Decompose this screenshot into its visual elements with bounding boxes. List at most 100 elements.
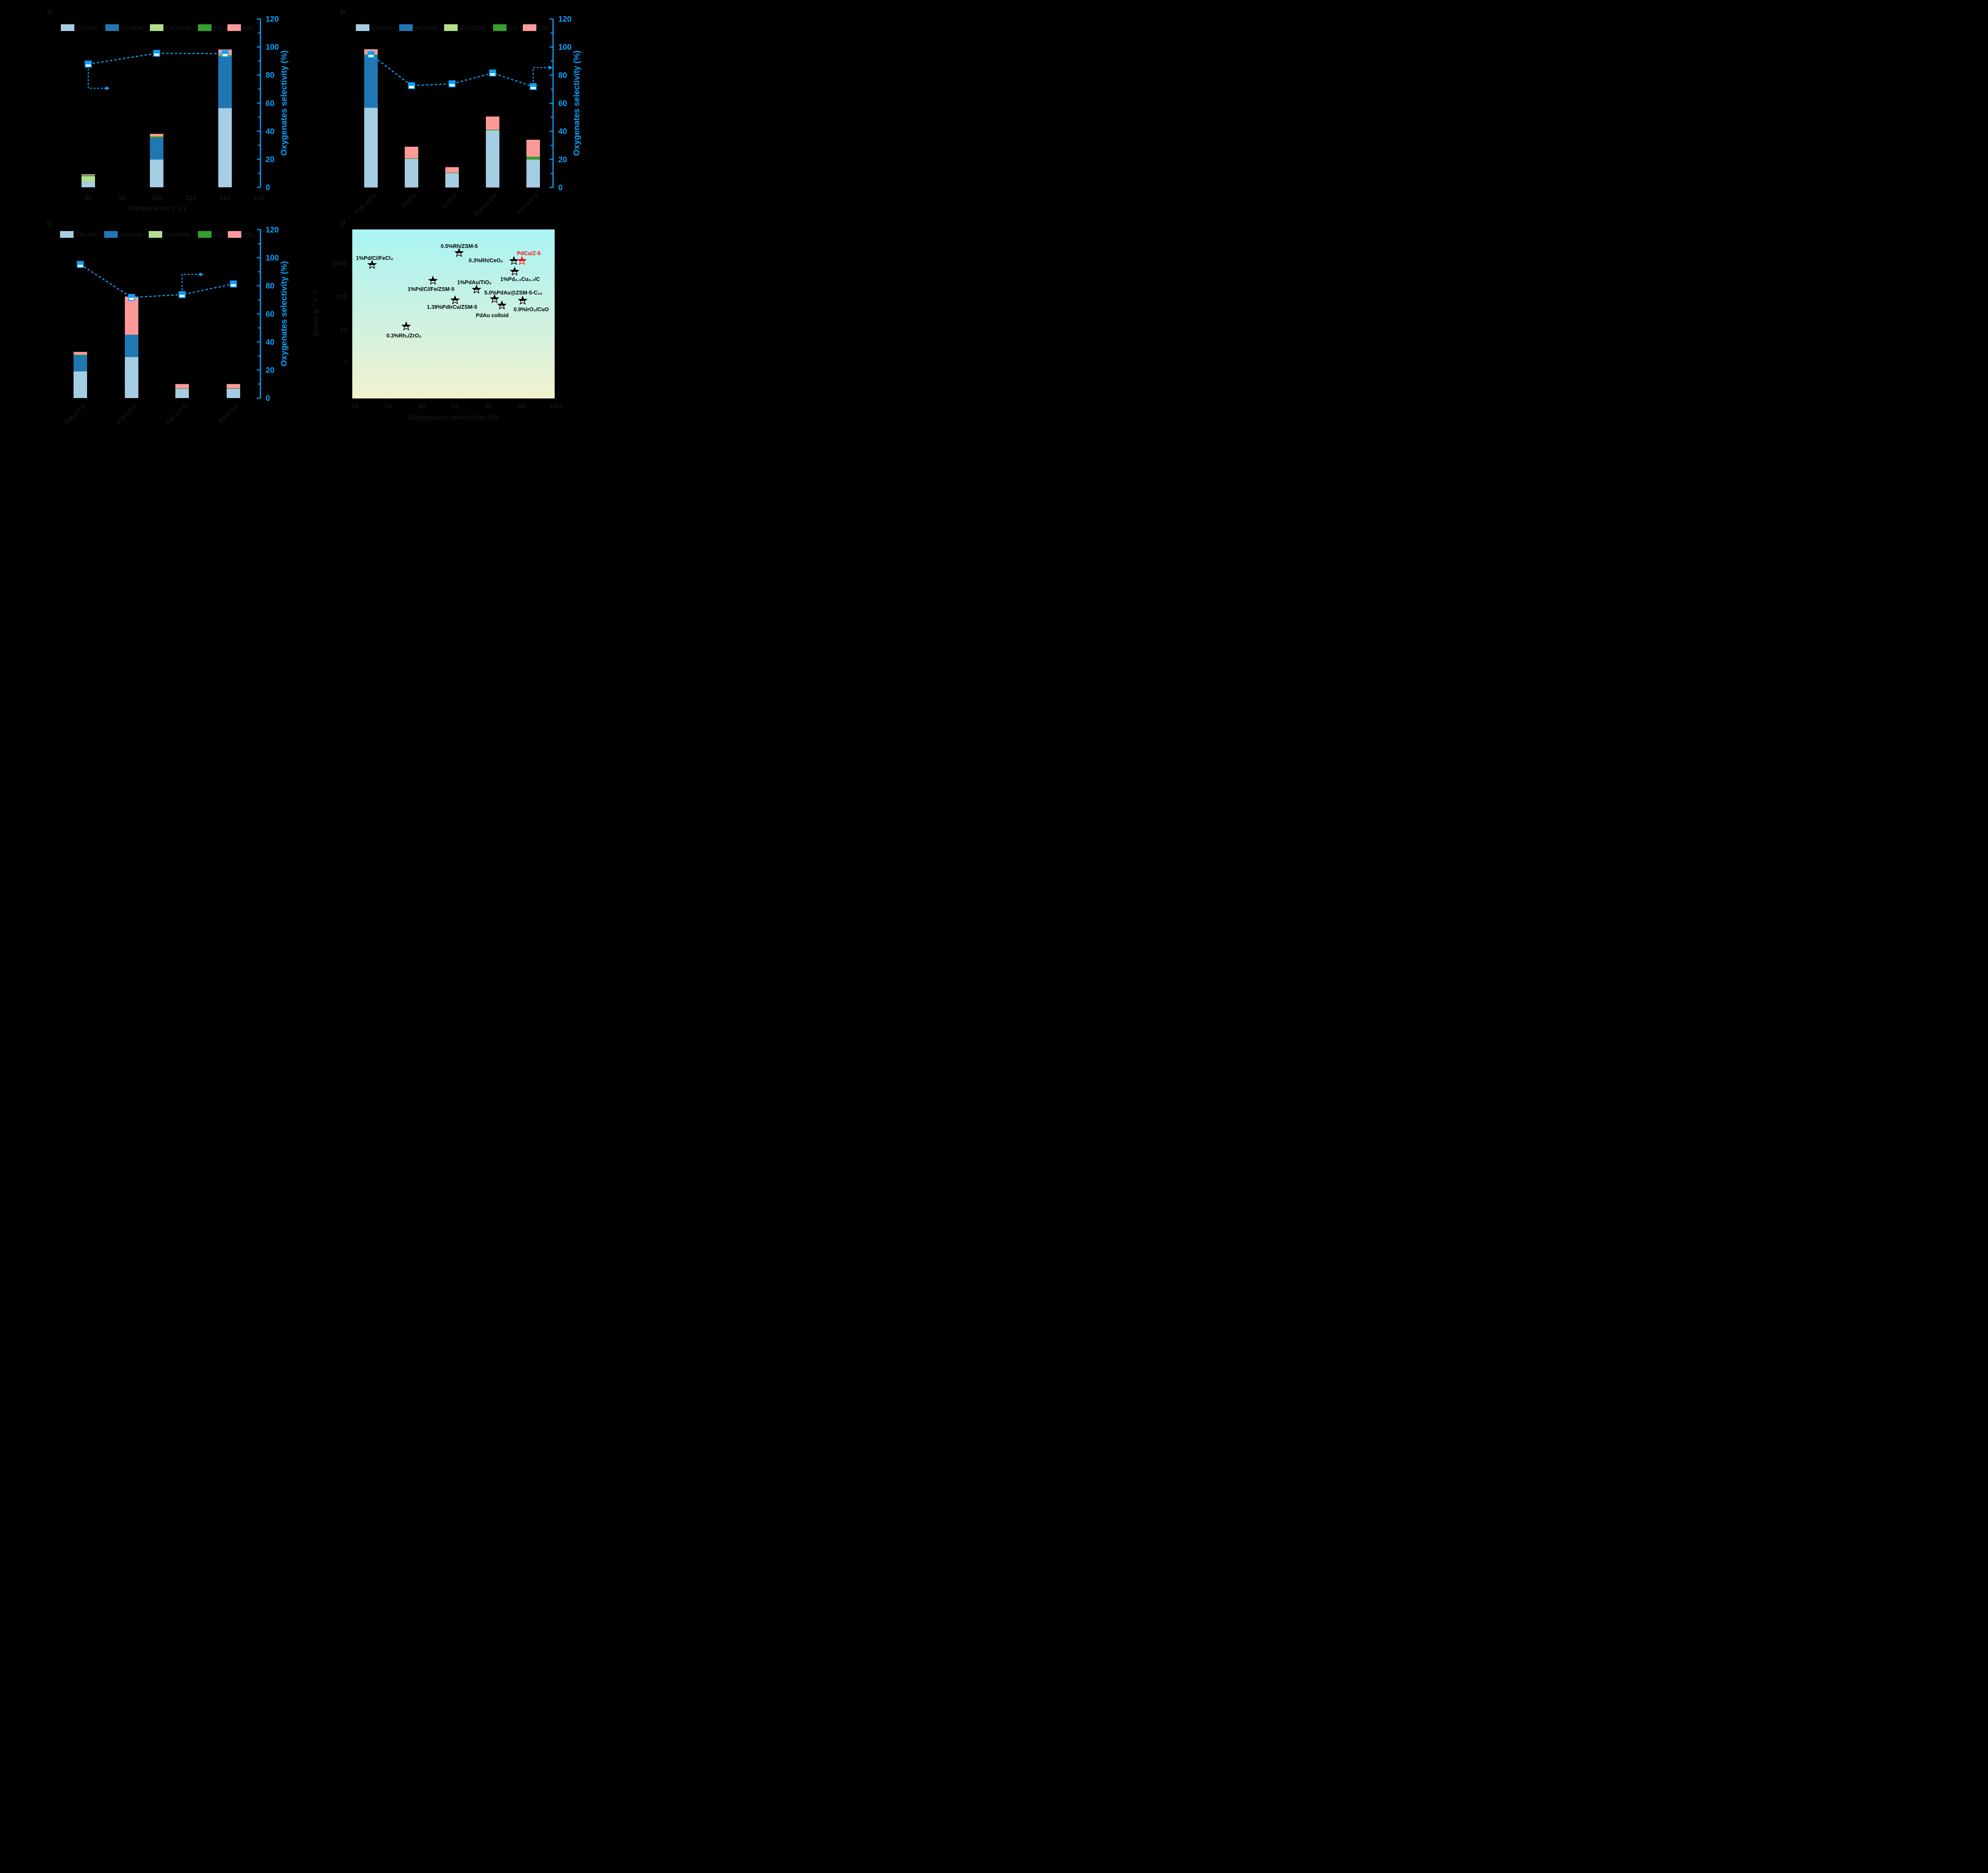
right-axis-tick-label: 80 [266,282,274,291]
line-marker-border [408,82,415,89]
line-marker-border [489,69,496,77]
right-axis-tick-label: 120 [266,15,279,24]
star-marker-fill [511,267,519,272]
right-axis-title: Oxygenates selectivity (%) [280,261,289,367]
right-axis-title: Oxygenates selectivity (%) [280,51,289,156]
bar-segment-HCOOH [150,138,163,160]
panel-a-xtick: 90 [118,194,126,202]
right-axis-tick-label: 20 [266,366,274,375]
star-marker-fill [518,256,526,261]
star-marker-fill [518,296,527,301]
legend-swatch-5 [523,24,536,31]
star-marker-fill [490,295,499,299]
panel-letter-b: b [340,7,346,16]
legend-label: CO [214,231,223,238]
bar-segment-CH₃OH [74,371,87,398]
bar-segment-HCOOH [218,56,232,108]
star-marker-fill [451,296,459,301]
panel-letter-a: a [47,7,52,16]
panel-d-yaxis-label: (mmol g⁻¹ h⁻¹) [312,290,319,337]
scatter-point-label: 0.5%Rh/ZSM-5 [441,243,478,249]
right-axis-tick-label: 40 [266,127,274,136]
panel-a-xtick: 120 [219,194,231,202]
bar-segment-CH₃OH [405,159,418,188]
panel-a-xaxis-label: Temperature (°C) [128,204,186,212]
panel-d-xaxis-label: Oxygenates selectivity (%) [408,413,499,422]
right-axis-tick-label: 80 [558,71,567,80]
legend-label: CO [509,25,518,31]
bar-segment-CH₃OOH [82,176,95,182]
star-marker-fill [429,276,437,281]
bar-segment-CO₂ [486,117,499,130]
right-axis-tick-label: 0 [558,184,563,192]
right-axis-tick-label: 120 [558,15,571,24]
bar-segment-CH₃OH [150,159,163,187]
bar-segment-CO₂ [82,174,95,175]
bar-segment-CO₂ [150,134,163,137]
bar-segment-CH₃OH [82,181,95,187]
line-marker-top [489,70,496,74]
line-marker-border [530,83,537,90]
scatter-point-label: 1%Pd/C//Fe/ZSM-5 [408,286,454,292]
bar-segment-CH₃OH [486,130,499,188]
line-marker-top [153,50,160,54]
panel-d-xtick: 75 [384,402,392,410]
line-marker-border [230,280,237,288]
scatter-point-label: 0.9%IrO₂/CuO [513,306,549,313]
axis-pointer-line [532,67,549,82]
right-axis-tick-label: 80 [266,71,274,80]
line-marker-border [153,50,160,57]
axis-pointer-line [87,68,106,89]
legend-label: CO [214,25,223,31]
legend-label: CH₃OOH [166,25,191,31]
line-marker-border [128,294,135,301]
legend-swatch-2 [105,24,119,31]
right-axis-tick-label: 20 [266,155,274,164]
panel-letter-c: c [47,218,52,227]
bar-segment-CH₃OH [364,107,378,188]
figure-canvas: 0 20 40 60 80 100 120 Oxygenates selectivity (%… [0,0,623,447]
right-axis-tick-label: 60 [266,99,274,108]
line-marker-border [77,261,84,268]
bar-segment-CO₂ [74,352,87,355]
panel-d-ytick: 10 [340,326,348,334]
legend-label: CO₂ [244,231,256,238]
panel-d-xtick: 90 [485,402,493,410]
legend-label: HCOOH [120,231,142,238]
star-marker-fill [498,301,506,306]
bar-segment-CH₃OH [175,389,189,398]
panel-a-xtick: 110 [185,194,196,202]
legend-swatch-3 [444,24,458,31]
bar-segment-CH₃OH [445,173,459,188]
scatter-point-label: PdAu colloid [476,312,509,319]
scatter-point-label: 0.3%Rh₁/ZrO₂ [386,332,422,339]
bar-segment-CO₂ [445,167,459,173]
right-axis-tick-label: 120 [266,226,279,235]
right-axis-tick-label: 60 [266,310,274,319]
axis-pointer-arrowhead [200,272,204,276]
line-marker-top [230,281,237,284]
star-marker-fill [455,249,463,253]
scatter-point-label: 1%Pd₀.₃Cu₀.₇/C [500,276,540,282]
panel-a-xtick: 130 [253,194,265,202]
star-marker-fill [472,285,481,290]
line-marker-top [128,294,135,298]
line-marker-top [368,51,374,55]
bar-segment-CO [150,136,163,138]
legend-swatch-5 [228,231,241,238]
legend-swatch-2 [104,231,118,238]
bar-segment-CH₃OH [526,159,540,188]
line-marker-top [85,61,91,64]
right-axis-tick-label: 40 [266,338,274,347]
legend-swatch-3 [150,24,163,31]
axis-pointer-arrowhead [549,66,553,70]
legend-label: CH₃OH [76,231,97,238]
bar-segment-CO₂ [175,384,189,389]
selectivity-line [88,52,225,65]
line-marker-top [408,82,415,86]
bar-segment-CO₂ [526,140,540,157]
star-marker-fill [402,322,410,327]
legend-label: CH₃OH [77,25,97,31]
bar-segment-CH₃OH [125,357,138,398]
